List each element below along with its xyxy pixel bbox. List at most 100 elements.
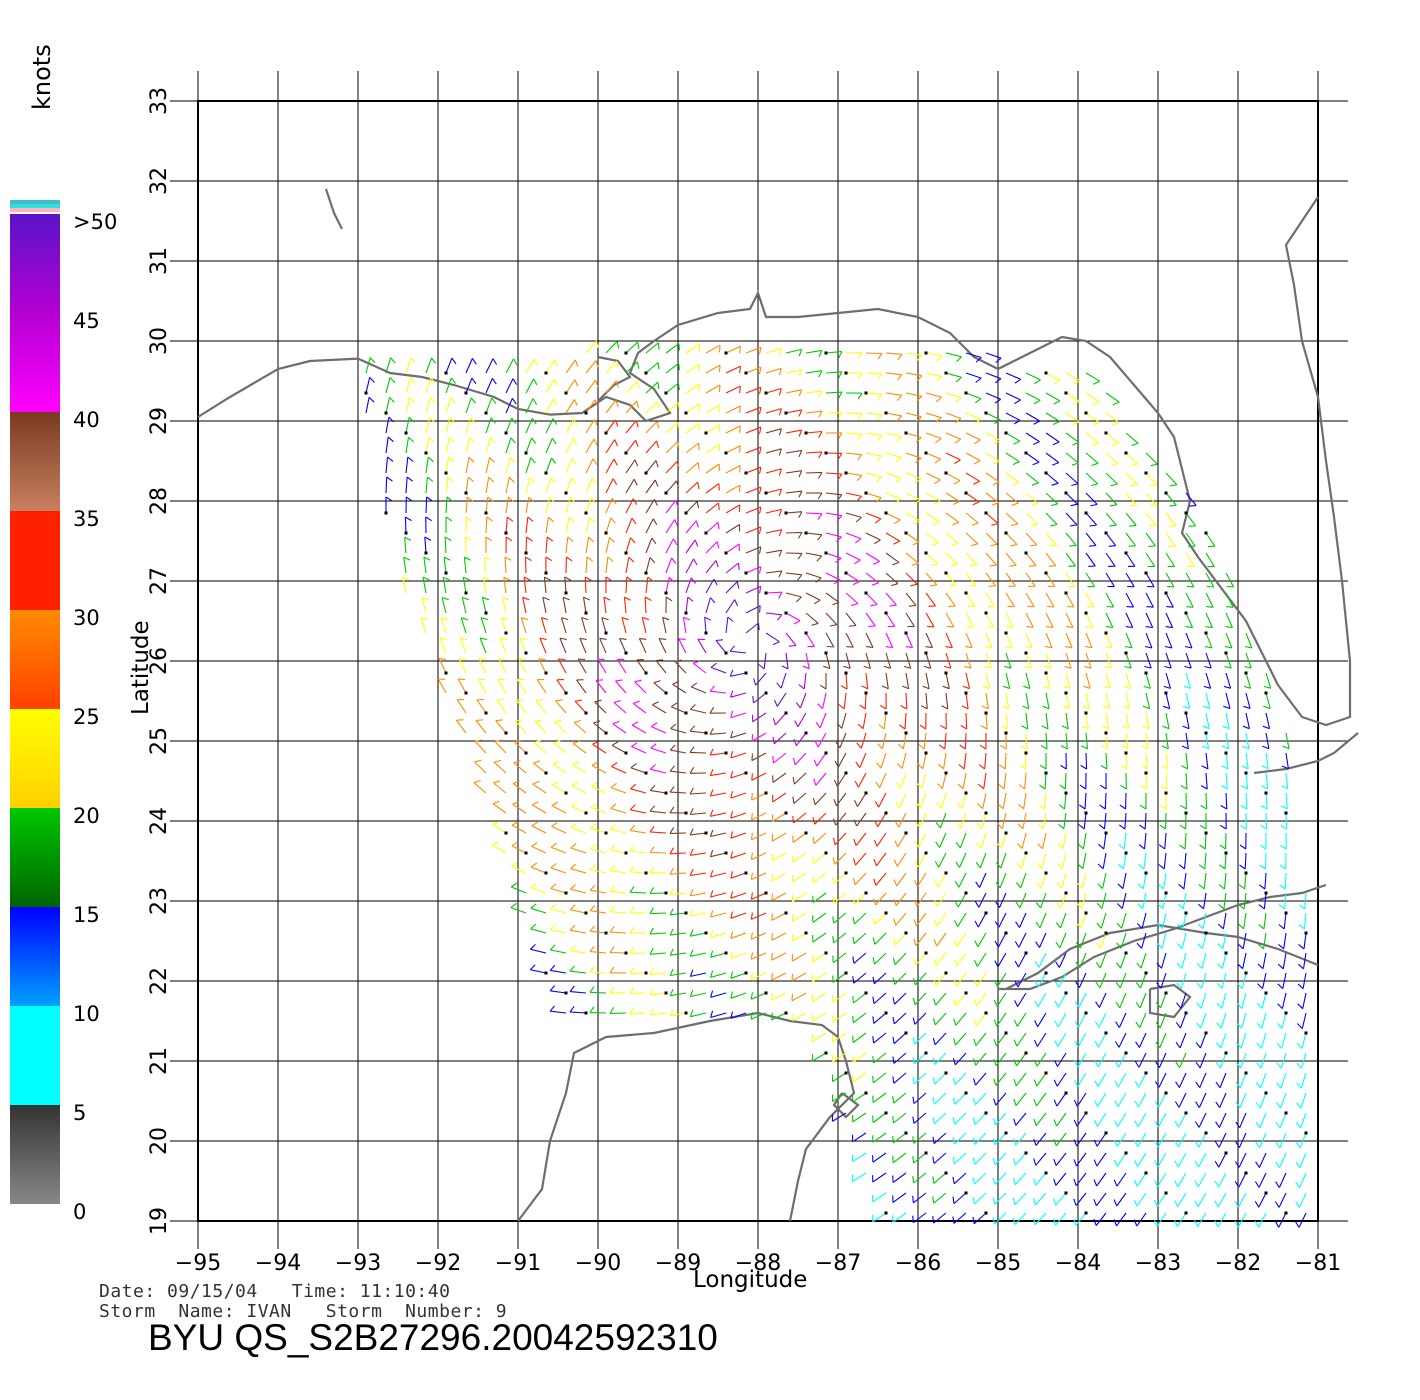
wind-barb — [1080, 912, 1087, 929]
wind-barb — [1281, 1012, 1287, 1029]
wind-barb — [572, 743, 587, 754]
wind-barb-feather — [993, 999, 998, 1007]
colorbar-label: 5 — [73, 1101, 87, 1125]
wind-barb-feather — [508, 476, 515, 483]
wind-barb-feather — [539, 637, 547, 641]
wind-barb-feather — [912, 1056, 915, 1065]
wind-barb-feather — [629, 886, 635, 893]
wind-barb — [921, 772, 927, 789]
wind-barb — [605, 517, 612, 534]
wind-barb — [983, 772, 987, 789]
wind-barb — [745, 386, 762, 394]
wind-barb-feather — [1019, 764, 1026, 770]
wind-barb-feather — [1034, 961, 1040, 968]
wind-barb-feather — [669, 786, 675, 793]
wind-barb-feather — [1089, 524, 1097, 527]
rain-flag-dot — [544, 471, 548, 475]
rain-flag-dot — [1204, 531, 1208, 535]
rain-flag-dot — [604, 831, 608, 835]
wind-barb — [1178, 1092, 1187, 1108]
wind-barb-feather — [930, 563, 938, 567]
wind-barb-feather — [1098, 824, 1105, 830]
wind-barb — [854, 912, 867, 925]
wind-barb — [1075, 1192, 1087, 1206]
colorbar-band — [10, 907, 60, 1006]
wind-barb — [780, 672, 787, 689]
rain-flag-dot — [584, 611, 588, 615]
rain-flag-dot — [804, 931, 808, 935]
wind-barb-feather — [1274, 1221, 1280, 1228]
wind-barb-feather — [530, 903, 537, 909]
wind-barb — [1014, 1192, 1027, 1206]
wind-barb-feather — [1073, 1119, 1078, 1127]
wind-barb — [954, 1092, 967, 1105]
wind-barb — [865, 612, 876, 627]
wind-barb — [956, 972, 967, 987]
wind-barb — [445, 357, 453, 374]
wind-barb-feather — [1014, 1000, 1019, 1007]
wind-barb-feather — [473, 780, 481, 784]
wind-barb — [982, 792, 987, 809]
wind-barb-feather — [655, 659, 664, 662]
wind-barb — [690, 708, 707, 714]
wind-barb — [925, 392, 942, 398]
wind-barb — [610, 890, 627, 894]
rain-flag-dot — [984, 411, 988, 415]
wind-barb-feather — [1114, 1041, 1120, 1048]
wind-barb-feather — [854, 559, 861, 565]
wind-barb — [933, 1212, 947, 1224]
wind-barb — [1205, 792, 1208, 810]
wind-barb — [925, 352, 942, 357]
colorbar-overflow-strip — [10, 208, 60, 212]
wind-barb-feather — [669, 988, 674, 996]
wind-barb-feather — [992, 1177, 996, 1185]
wind-barb-feather — [689, 909, 694, 917]
wind-barb-feather — [1081, 745, 1088, 750]
wind-barb — [925, 552, 939, 565]
rain-flag-dot — [864, 791, 868, 795]
wind-barb-feather — [1158, 844, 1166, 850]
wind-barb — [705, 541, 718, 554]
rain-flag-dot — [1124, 651, 1128, 655]
wind-barb-feather — [877, 373, 883, 380]
rain-flag-dot — [1284, 1111, 1288, 1115]
wind-barb-feather — [689, 725, 695, 732]
rain-flag-dot — [604, 431, 608, 435]
wind-barb-feather — [1094, 1080, 1099, 1088]
wind-barb-feather — [730, 991, 734, 999]
wind-barb-feather — [630, 537, 636, 544]
wind-barb-feather — [649, 784, 656, 791]
wind-barb — [1103, 812, 1107, 829]
wind-barb-feather — [409, 397, 416, 403]
wind-barb — [853, 992, 867, 1004]
wind-barb-feather — [1174, 1160, 1179, 1168]
wind-barb — [845, 512, 862, 518]
wind-barb-feather — [773, 699, 778, 707]
wind-barb-feather — [1084, 665, 1092, 669]
rain-flag-dot — [684, 811, 688, 815]
wind-barb — [1145, 772, 1148, 790]
wind-barb — [1085, 472, 1099, 485]
wind-barb — [458, 658, 467, 674]
rain-flag-dot — [524, 651, 528, 655]
wind-barb — [792, 892, 807, 903]
wind-barb-feather — [1255, 1161, 1260, 1168]
wind-barb-feather — [938, 744, 946, 750]
wind-barb — [765, 591, 783, 594]
wind-barb — [765, 570, 782, 574]
wind-barb — [589, 971, 607, 974]
wind-barb — [669, 791, 687, 794]
wind-barb-feather — [1176, 982, 1182, 989]
wind-barb-feather — [873, 878, 877, 886]
wind-barb — [860, 732, 867, 749]
wind-barb-feather — [1255, 1082, 1262, 1089]
wind-barb-feather — [1030, 523, 1038, 527]
wind-barb — [1302, 952, 1307, 969]
wind-barb — [589, 991, 607, 994]
wind-barb-feather — [857, 372, 863, 380]
wind-barb — [1085, 372, 1100, 382]
wind-barb — [812, 972, 827, 983]
wind-barb-feather — [574, 359, 579, 367]
wind-barb-feather — [709, 870, 714, 878]
wind-barb — [845, 432, 863, 435]
